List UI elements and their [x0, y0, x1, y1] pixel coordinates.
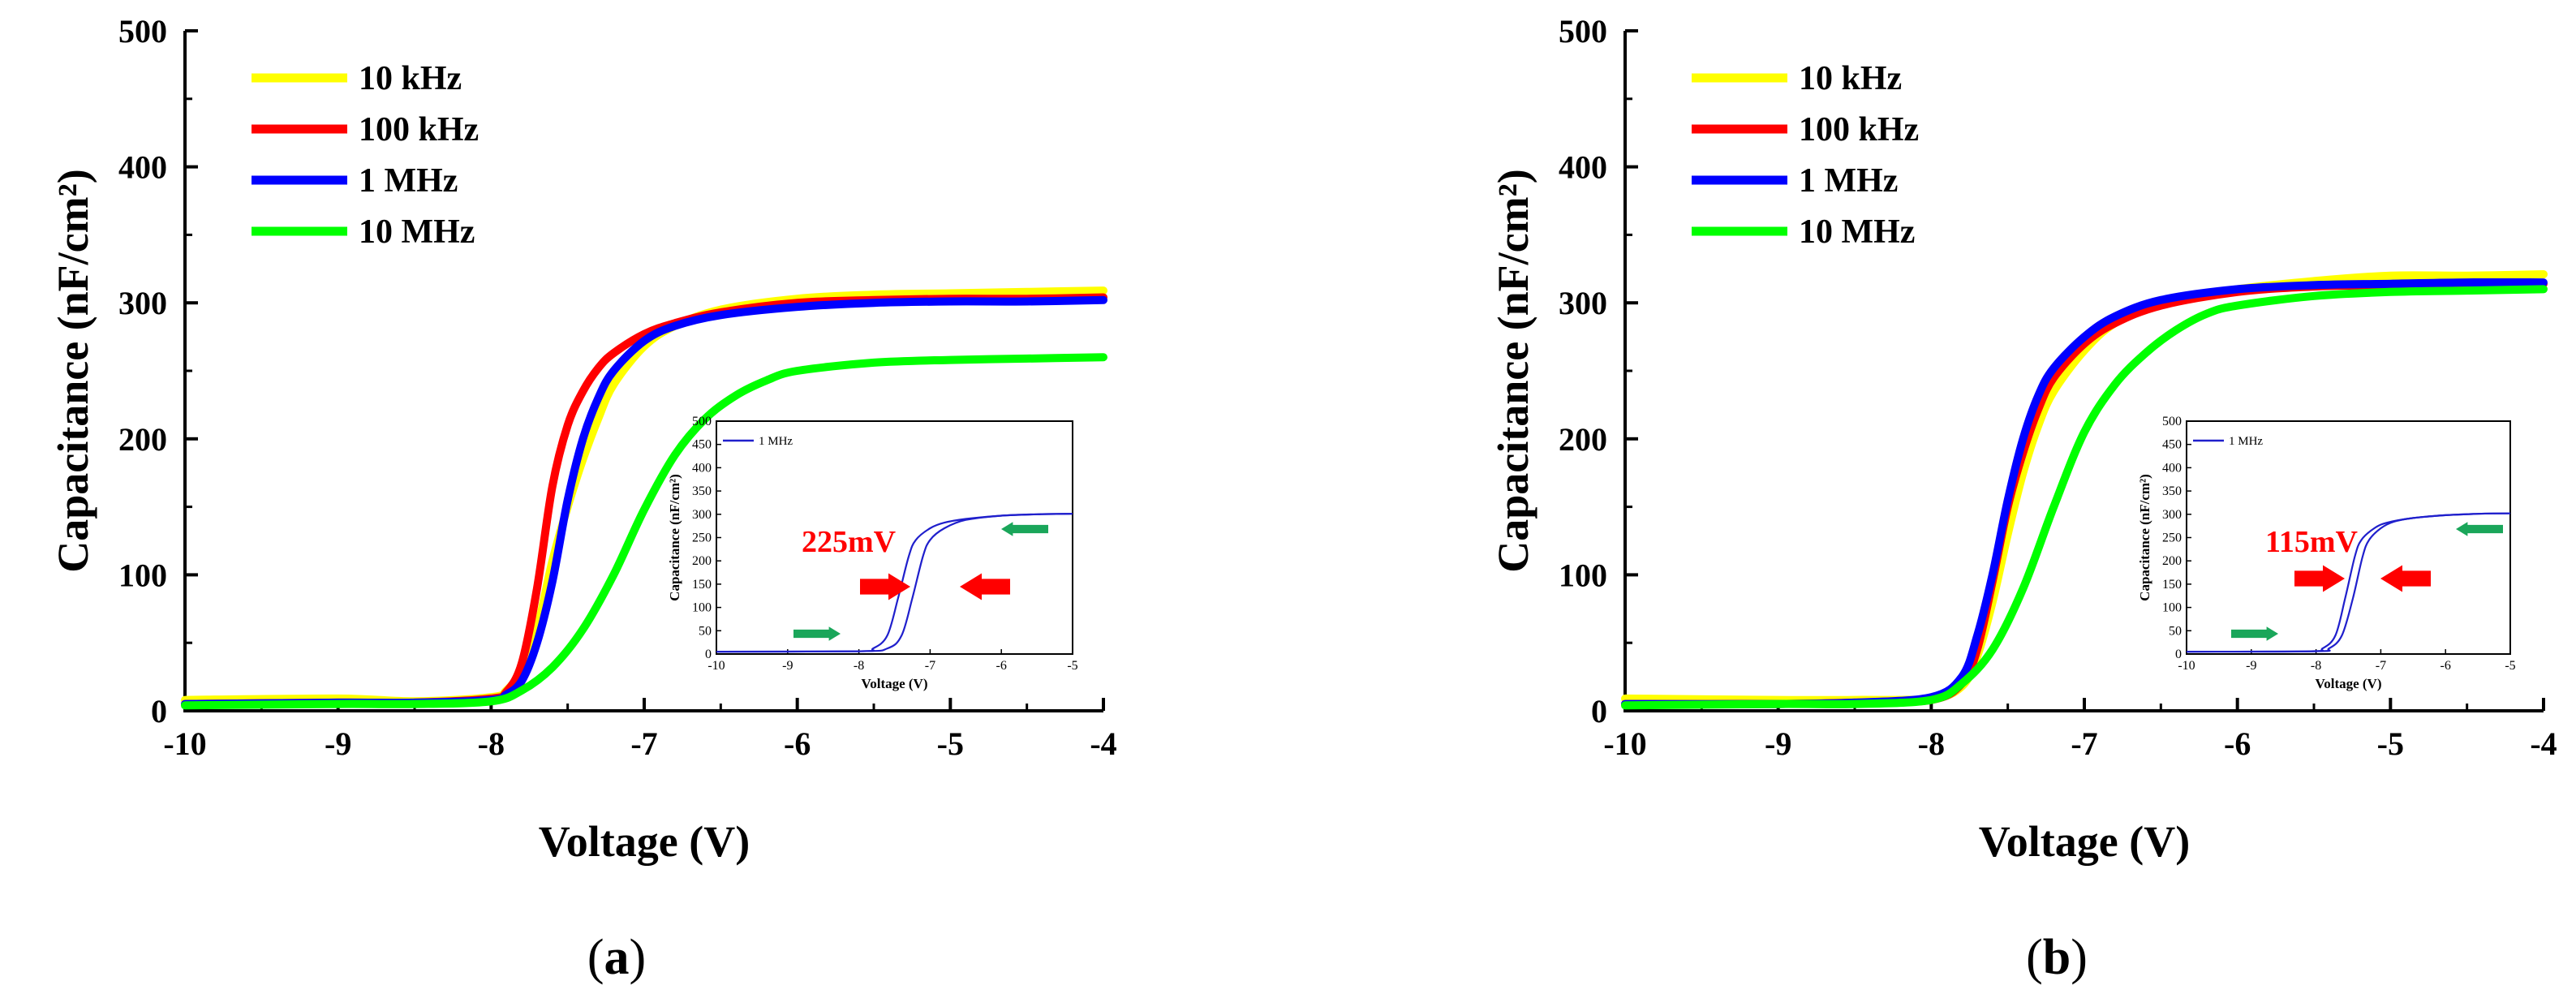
y-tick-label: 400 — [1559, 149, 1607, 186]
inset-chart: -10 -9 -8 -7 -6 -5 0 50 100 150 200 250 300 350 400 450… — [667, 415, 1078, 691]
inset-y-tick-label: 250 — [2162, 531, 2182, 545]
y-tick-label: 200 — [118, 421, 167, 458]
y-tick-label: 0 — [1591, 693, 1607, 729]
legend-label: 10 kHz — [359, 60, 462, 97]
x-tick-label: -10 — [1603, 725, 1646, 762]
series-line-10-mhz — [181, 353, 1107, 710]
inset-y-tick-label: 400 — [2162, 461, 2182, 475]
legend-label: 1 MHz — [1799, 162, 1898, 200]
inset-y-tick-label: 250 — [692, 531, 712, 545]
inset-x-tick-label: -6 — [2441, 659, 2451, 673]
y-tick-label: 200 — [1559, 421, 1607, 458]
inset-y-tick-label: 0 — [2175, 648, 2182, 661]
inset-x-axis-label: Voltage (V) — [862, 676, 928, 691]
inset-x-tick-label: -8 — [854, 659, 864, 673]
x-tick-label: -5 — [2377, 725, 2404, 762]
inset-y-tick-label: 100 — [692, 601, 712, 615]
inset-reverse-sweep — [716, 513, 1073, 653]
green-arrow-forward — [793, 626, 841, 641]
x-tick-label: -4 — [1090, 725, 1116, 762]
inset-y-tick-label: 350 — [692, 484, 712, 498]
inset-y-tick-label: 150 — [692, 578, 712, 592]
y-tick-label: 100 — [118, 557, 167, 593]
inset-y-axis-label: Capacitance (nF/cm²) — [2137, 474, 2152, 601]
inset-x-tick-label: -10 — [2178, 659, 2195, 673]
y-axis-label: Capacitance (nF/cm²) — [1489, 169, 1537, 573]
x-tick-label: -9 — [1765, 725, 1791, 762]
inset-y-tick-label: 300 — [692, 508, 712, 522]
inset-y-tick-label: 300 — [2162, 508, 2182, 522]
inset-y-tick-label: 200 — [692, 554, 712, 568]
inset-reverse-sweep — [2186, 512, 2511, 653]
x-tick-label: -10 — [163, 725, 206, 762]
legend-label: 1 MHz — [359, 162, 458, 200]
legend-label: 10 MHz — [1799, 213, 1915, 251]
inset-x-tick-label: -6 — [996, 659, 1007, 673]
x-tick-label: -6 — [2224, 725, 2251, 762]
series-line-10-mhz — [1621, 285, 2548, 710]
inset-chart: -10 -9 -8 -7 -6 -5 0 50 100 150 200 250 300 350 400 450… — [2137, 415, 2516, 691]
legend-label: 100 kHz — [1799, 111, 1919, 148]
inset-y-tick-label: 400 — [692, 461, 712, 475]
red-arrow-right — [2294, 565, 2345, 592]
green-arrow-forward — [2231, 626, 2278, 641]
hysteresis-annotation: 225mV — [802, 525, 897, 559]
y-tick-label: 500 — [1559, 13, 1607, 49]
inset-x-tick-label: -9 — [782, 659, 793, 673]
inset-y-tick-label: 500 — [2162, 415, 2182, 428]
x-axis-label: Voltage (V) — [539, 817, 750, 866]
inset-y-tick-label: 0 — [705, 648, 712, 661]
x-tick-label: -5 — [937, 725, 964, 762]
green-arrow-reverse — [1001, 522, 1048, 536]
y-tick-label: 300 — [118, 285, 167, 321]
inset-x-tick-label: -8 — [2311, 659, 2321, 673]
x-axis-label: Voltage (V) — [1979, 817, 2190, 866]
red-arrow-right — [860, 573, 910, 600]
inset-y-tick-label: 50 — [2169, 624, 2182, 638]
x-tick-label: -4 — [2530, 725, 2557, 762]
inset-y-tick-label: 450 — [692, 438, 712, 452]
inset-y-tick-label: 200 — [2162, 554, 2182, 568]
x-tick-label: -8 — [478, 725, 505, 762]
inset-y-tick-label: 50 — [699, 624, 712, 638]
red-arrow-left — [2380, 565, 2431, 592]
inset-x-tick-label: -7 — [2376, 659, 2386, 673]
inset-x-tick-label: -5 — [2505, 659, 2515, 673]
inset-x-tick-label: -9 — [2246, 659, 2256, 673]
inset-y-tick-label: 450 — [2162, 438, 2182, 452]
y-tick-label: 500 — [118, 13, 167, 49]
green-arrow-reverse — [2456, 522, 2503, 536]
x-tick-label: -6 — [784, 725, 811, 762]
y-axis-label: Capacitance (nF/cm²) — [49, 169, 97, 573]
inset-x-axis-label: Voltage (V) — [2316, 676, 2382, 691]
inset-x-tick-label: -7 — [925, 659, 935, 673]
y-tick-label: 300 — [1559, 285, 1607, 321]
panel-caption: (a) — [587, 930, 646, 985]
inset-y-tick-label: 150 — [2162, 578, 2182, 592]
x-tick-label: -7 — [630, 725, 657, 762]
inset-x-tick-label: -10 — [707, 659, 725, 673]
red-arrow-left — [960, 573, 1010, 600]
x-tick-label: -7 — [2071, 725, 2097, 762]
inset-legend-label: 1 MHz — [2229, 435, 2263, 448]
inset-x-tick-label: -5 — [1067, 659, 1077, 673]
inset-legend-label: 1 MHz — [759, 435, 793, 448]
y-tick-label: 0 — [151, 693, 167, 729]
x-tick-label: -9 — [325, 725, 351, 762]
x-tick-label: -8 — [1918, 725, 1945, 762]
legend-label: 10 kHz — [1799, 60, 1902, 97]
legend-label: 10 MHz — [359, 213, 475, 251]
inset-y-tick-label: 500 — [692, 415, 712, 428]
inset-y-tick-label: 100 — [2162, 601, 2182, 615]
panel-caption: (b) — [2026, 930, 2088, 985]
y-tick-label: 400 — [118, 149, 167, 186]
y-tick-label: 100 — [1559, 557, 1607, 593]
inset-y-tick-label: 350 — [2162, 484, 2182, 498]
inset-y-axis-label: Capacitance (nF/cm²) — [667, 474, 682, 601]
legend-label: 100 kHz — [359, 111, 479, 148]
hysteresis-annotation: 115mV — [2265, 525, 2359, 559]
